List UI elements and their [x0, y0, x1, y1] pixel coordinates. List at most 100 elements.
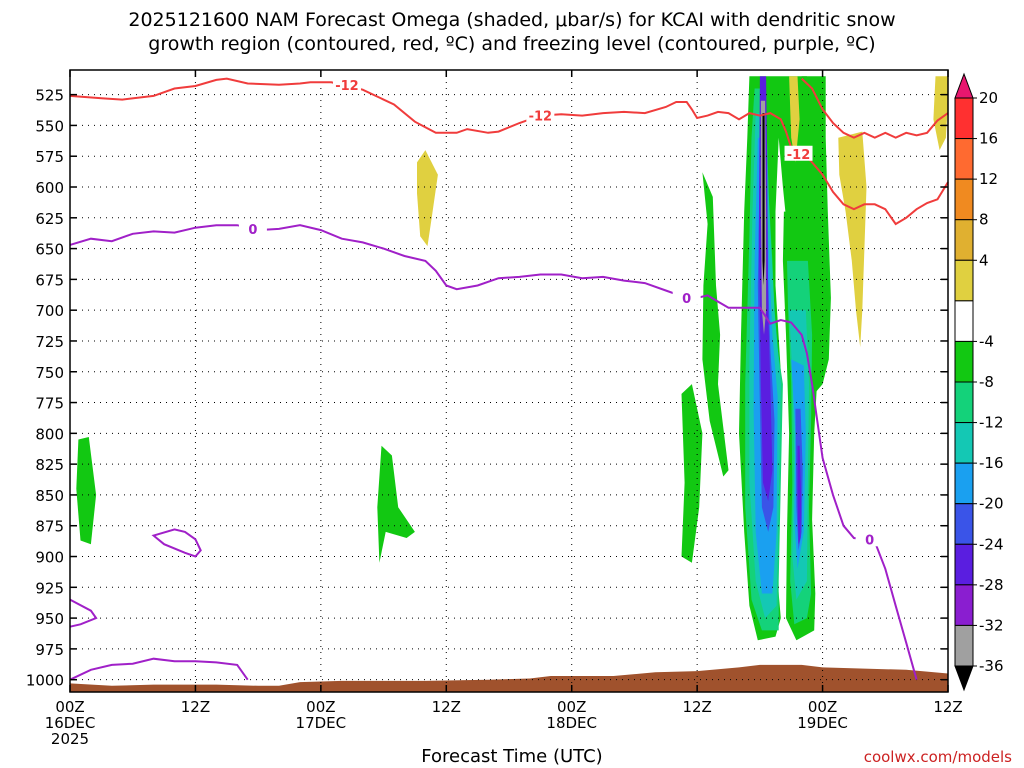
y-tick-label-700: 700: [35, 302, 64, 320]
dgz-label-1: -12: [335, 79, 359, 94]
dgz-contour-upper: [69, 77, 949, 226]
colorbar-label-3: 8: [979, 211, 989, 229]
omega-region-3: [417, 150, 438, 247]
colorbar-bin-13: [954, 584, 974, 626]
x-tick-label-24-2: 17DEC: [296, 714, 347, 732]
omega-region-14: [789, 76, 800, 163]
freezing-label-3: 0: [865, 533, 874, 548]
omega-region-12: [762, 113, 765, 286]
colorbar-label-1: 16: [979, 130, 998, 148]
y-tick-label-950: 950: [35, 610, 64, 628]
credit-text[interactable]: coolwx.com/models: [863, 748, 1012, 766]
colorbar-bin-2: [954, 138, 974, 180]
colorbar-label-7: -12: [979, 414, 1004, 432]
y-tick-label-650: 650: [35, 241, 64, 259]
omega-region-2: [681, 384, 703, 563]
gridlines: [70, 70, 948, 692]
y-tick-label-775: 775: [35, 395, 64, 413]
y-tick-label-600: 600: [35, 179, 64, 197]
colorbar: 20 16 12 8 4 -4 -8 -12 -16 -20 -24 -28 -32 -36: [954, 72, 1004, 692]
y-tick-label-625: 625: [35, 210, 64, 228]
x-tick-label-48-2: 18DEC: [546, 714, 597, 732]
omega-region-4: [702, 172, 729, 477]
freezing-label-3-bg: [855, 531, 884, 547]
colorbar-bin-14: [954, 624, 974, 667]
colorbar-bin-1: [954, 97, 974, 140]
colorbar-min-arrow: [954, 665, 974, 692]
colorbar-label-10: -24: [979, 535, 1004, 553]
y-tick-label-750: 750: [35, 364, 64, 382]
colorbar-label-6: -8: [979, 373, 994, 391]
colorbar-label-8: -16: [979, 454, 1004, 472]
freezing-label-1-bg: [238, 220, 267, 236]
y-tick-label-575: 575: [35, 148, 64, 166]
chart-title-line1: 2025121600 NAM Forecast Omega (shaded, μ…: [128, 9, 896, 31]
colorbar-bin-4: [954, 219, 974, 261]
colorbar-bin-12: [954, 543, 974, 586]
freezing-level-surface: [69, 657, 249, 681]
omega-region-15: [838, 131, 867, 348]
x-tick-label-0-3: 2025: [51, 730, 89, 748]
y-tick-label-900: 900: [35, 549, 64, 567]
colorbar-label-9: -20: [979, 495, 1004, 513]
colorbar-bin-7: [954, 340, 974, 383]
colorbar-bin-9: [954, 422, 974, 464]
y-tick-label-725: 725: [35, 333, 64, 351]
chart-title-line2: growth region (contoured, red, ºC) and f…: [148, 33, 876, 55]
y-tick-label-800: 800: [35, 425, 64, 443]
y-tick-label-675: 675: [35, 271, 64, 289]
dgz-label-3-bg: [784, 145, 813, 161]
omega-region-1: [377, 445, 415, 563]
x-tick-label-0-1: 00Z: [55, 698, 84, 716]
colorbar-bin-8: [954, 381, 974, 424]
x-axis-label: Forecast Time (UTC): [421, 746, 603, 767]
dgz-contour-lower: [801, 77, 949, 139]
dgz-label-2-bg: [526, 107, 555, 123]
colorbar-label-13: -36: [979, 657, 1004, 675]
x-tick-label-36-1: 12Z: [432, 698, 461, 716]
x-tick-label-72-1: 00Z: [808, 698, 837, 716]
colorbar-bin-3: [954, 178, 974, 221]
freezing-level-loop: [151, 528, 202, 558]
freezing-label-1: 0: [248, 223, 257, 238]
omega-region-22: [797, 445, 802, 545]
colorbar-label-4: 4: [979, 251, 989, 269]
dgz-label-3: -12: [787, 148, 811, 163]
colorbar-label-12: -32: [979, 616, 1004, 634]
y-tick-label-550: 550: [35, 117, 64, 135]
colorbar-label-0: 20: [979, 89, 998, 107]
colorbar-label-11: -28: [979, 576, 1004, 594]
freezing-label-2: 0: [682, 292, 691, 307]
colorbar-bin-11: [954, 503, 974, 545]
x-tick-label-12-1: 12Z: [181, 698, 210, 716]
x-tick-label-72-2: 19DEC: [797, 714, 848, 732]
dgz-label-2: -12: [529, 110, 553, 125]
colorbar-max-arrow: [954, 72, 974, 99]
x-tick-label-60-1: 12Z: [682, 698, 711, 716]
freezing-level-edge: [69, 598, 98, 628]
chart-title: 2025121600 NAM Forecast Omega (shaded, μ…: [0, 8, 1024, 56]
colorbar-bin-5: [954, 259, 974, 302]
y-tick-label-975: 975: [35, 641, 64, 659]
y-tick-label-1000: 1000: [26, 672, 64, 690]
terrain-fill: [70, 664, 948, 692]
y-tick-label-850: 850: [35, 487, 64, 505]
x-tick-label-48-1: 00Z: [557, 698, 586, 716]
freezing-label-2-bg: [672, 289, 701, 305]
x-tick-label-24-1: 00Z: [306, 698, 335, 716]
colorbar-bin-6: [954, 300, 974, 342]
plot-frame: [69, 69, 949, 693]
colorbar-bin-10: [954, 462, 974, 505]
y-tick-label-875: 875: [35, 518, 64, 536]
x-tick-label-0-2: 16DEC: [45, 714, 96, 732]
omega-region-0: [76, 437, 97, 545]
x-tick-label-84-1: 12Z: [933, 698, 962, 716]
y-tick-label-825: 825: [35, 456, 64, 474]
y-axis: 525 550 575 600 625 650 675 700 725 750 775 800 825 8…: [26, 87, 948, 690]
y-tick-label-925: 925: [35, 579, 64, 597]
y-tick-label-525: 525: [35, 87, 64, 105]
colorbar-label-2: 12: [979, 170, 998, 188]
dgz-label-1-bg: [332, 76, 361, 92]
colorbar-label-5: -4: [979, 332, 994, 350]
